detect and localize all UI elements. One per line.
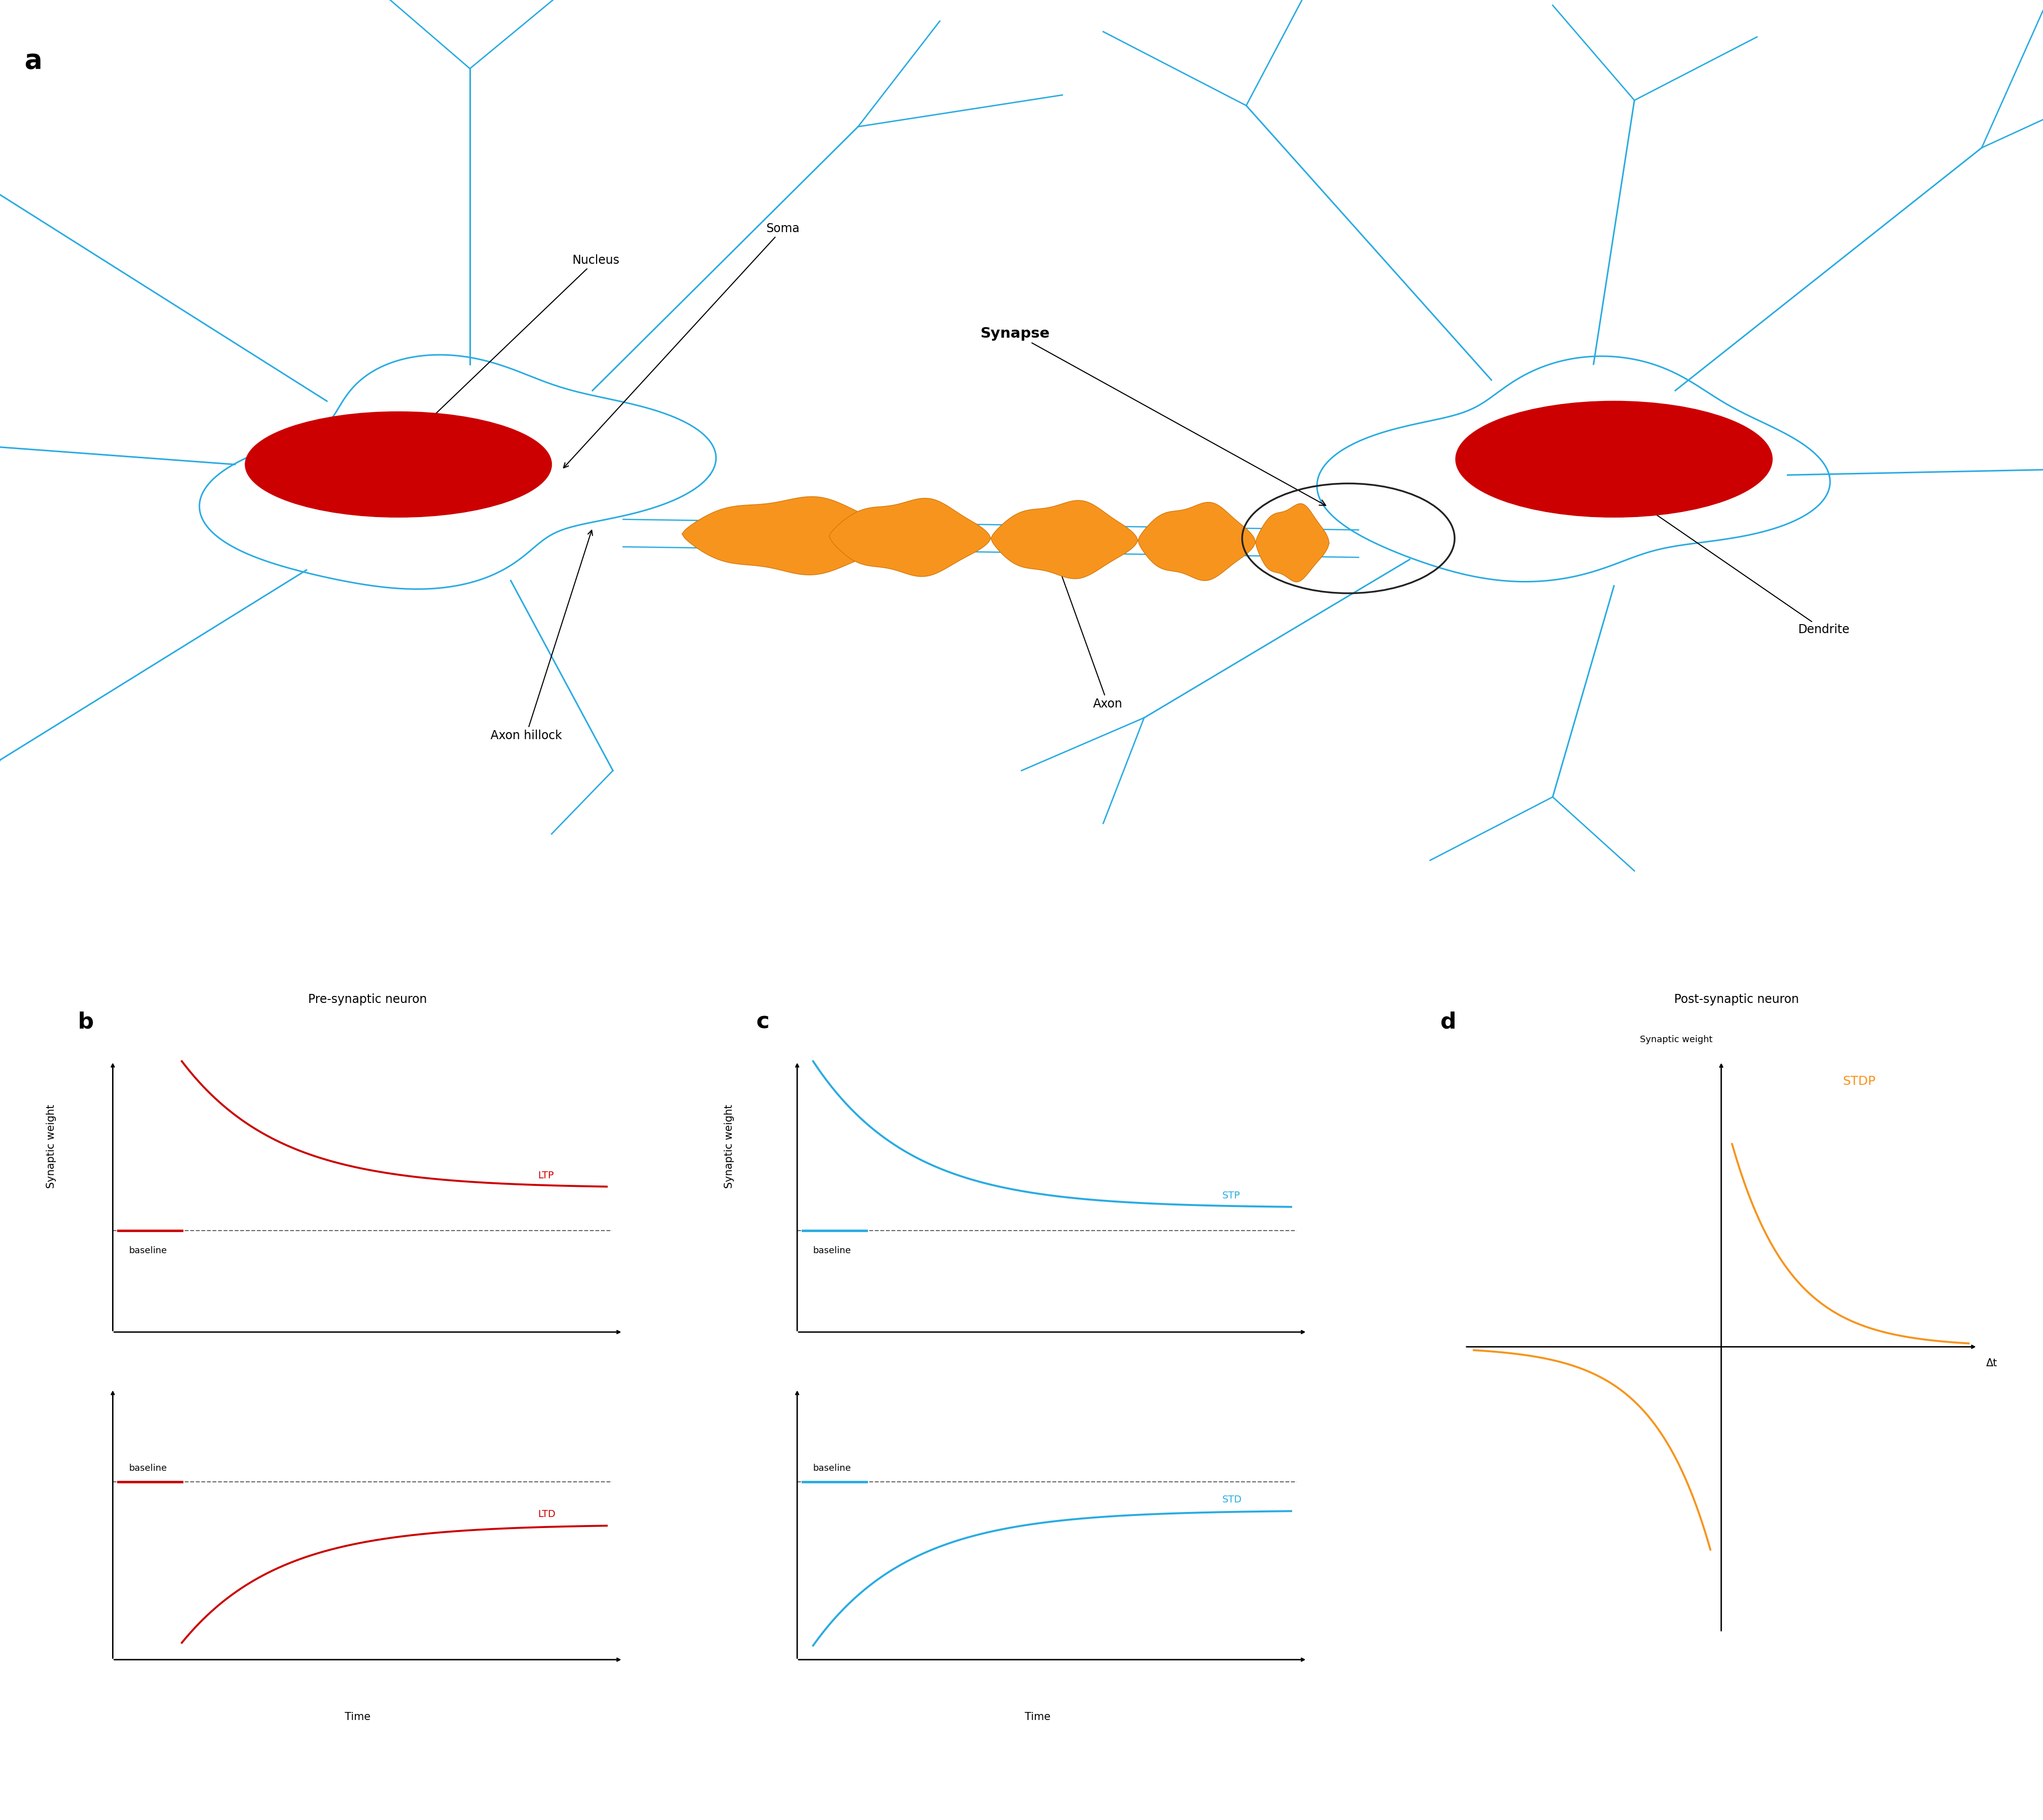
- Text: c: c: [756, 1012, 768, 1032]
- Text: Δt: Δt: [1986, 1358, 1998, 1369]
- Text: Time: Time: [1026, 1713, 1050, 1722]
- Text: Synaptic weight: Synaptic weight: [1641, 1036, 1712, 1045]
- Polygon shape: [991, 500, 1138, 579]
- Text: b: b: [78, 1012, 94, 1032]
- Text: baseline: baseline: [813, 1247, 852, 1256]
- Text: Pre-synaptic neuron: Pre-synaptic neuron: [308, 994, 427, 1005]
- Text: a: a: [25, 47, 43, 73]
- Text: baseline: baseline: [129, 1463, 168, 1472]
- Text: Synaptic weight: Synaptic weight: [725, 1105, 733, 1188]
- Text: Axon: Axon: [1052, 551, 1122, 710]
- Text: Post-synaptic neuron: Post-synaptic neuron: [1673, 994, 1800, 1005]
- Text: STDP: STDP: [1843, 1076, 1875, 1087]
- Polygon shape: [829, 499, 991, 577]
- Text: baseline: baseline: [129, 1247, 168, 1256]
- Ellipse shape: [245, 411, 552, 517]
- Polygon shape: [682, 497, 903, 575]
- Text: d: d: [1440, 1012, 1457, 1032]
- Text: Soma: Soma: [564, 222, 799, 468]
- Text: Dendrite: Dendrite: [1616, 488, 1849, 635]
- Text: Time: Time: [345, 1713, 370, 1722]
- Text: Nucleus: Nucleus: [390, 255, 619, 457]
- Polygon shape: [1138, 502, 1256, 581]
- Text: Axon hillock: Axon hillock: [490, 530, 592, 741]
- Text: STD: STD: [1222, 1494, 1242, 1505]
- Ellipse shape: [1455, 400, 1771, 517]
- Text: LTD: LTD: [537, 1511, 556, 1520]
- Text: STP: STP: [1222, 1190, 1240, 1201]
- Text: Synaptic weight: Synaptic weight: [47, 1105, 55, 1188]
- Text: LTP: LTP: [537, 1170, 554, 1179]
- Text: baseline: baseline: [813, 1463, 852, 1472]
- Polygon shape: [1256, 504, 1330, 582]
- Text: Synapse: Synapse: [981, 328, 1326, 506]
